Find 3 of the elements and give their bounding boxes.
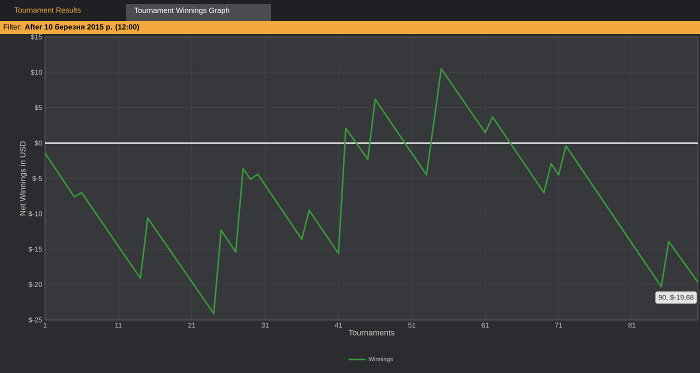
line-series bbox=[44, 68, 699, 314]
x-axis-title: Tournaments bbox=[348, 330, 394, 336]
y-axis-title: Net Winnings in USD bbox=[20, 141, 28, 216]
